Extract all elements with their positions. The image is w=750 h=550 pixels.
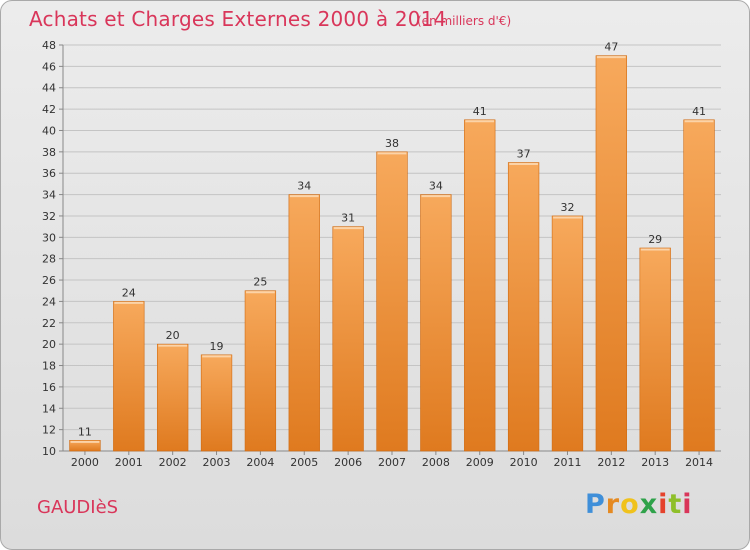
- bar-2006: [332, 226, 364, 452]
- bar-2003: [200, 354, 233, 452]
- chart-title: Achats et Charges Externes 2000 à 2014: [29, 7, 447, 31]
- bar-2013: [639, 247, 671, 452]
- y-tick-label: 18: [42, 360, 56, 373]
- y-tick-label: 32: [42, 210, 56, 223]
- bar-2008: [420, 194, 452, 452]
- x-tick-label-2008: 2008: [422, 456, 450, 469]
- data-label-2010: 37: [517, 148, 531, 161]
- bar-2007: [376, 151, 408, 452]
- data-label-2007: 38: [385, 137, 399, 150]
- y-tick-label: 28: [42, 253, 56, 266]
- data-label-2014: 41: [692, 105, 706, 118]
- x-tick-label-2011: 2011: [553, 456, 581, 469]
- x-tick-label-2013: 2013: [641, 456, 669, 469]
- x-tick-label-2003: 2003: [203, 456, 231, 469]
- data-label-2003: 19: [210, 340, 224, 353]
- data-label-2004: 25: [253, 276, 267, 289]
- y-tick-label: 38: [42, 146, 56, 159]
- bar-2002: [157, 343, 189, 452]
- bar-2004: [244, 290, 277, 452]
- data-labels: 11 24 20 19 25 34 31 38 34 41 37 32 47 29 41: [78, 41, 706, 439]
- y-tick-label: 14: [42, 402, 56, 415]
- y-tick-label: 30: [42, 231, 56, 244]
- logo-letter: o: [620, 489, 640, 520]
- data-label-2011: 32: [560, 201, 574, 214]
- bars: [69, 55, 715, 452]
- x-tick-label-2000: 2000: [71, 456, 99, 469]
- logo-letter: i: [682, 489, 693, 520]
- data-label-2005: 34: [297, 180, 311, 193]
- y-tick-label: 48: [42, 39, 56, 52]
- bar-2010: [507, 162, 540, 452]
- logo-letter: i: [658, 489, 669, 520]
- x-tick-label-2014: 2014: [685, 456, 713, 469]
- x-tick-label-2004: 2004: [246, 456, 274, 469]
- x-tick-label-2007: 2007: [378, 456, 406, 469]
- y-tick-label: 36: [42, 167, 56, 180]
- y-tick-label: 22: [42, 317, 56, 330]
- x-tick-label-2010: 2010: [510, 456, 538, 469]
- y-tick-label: 10: [42, 445, 56, 458]
- bar-2005: [288, 194, 320, 452]
- x-tick-label-2001: 2001: [115, 456, 143, 469]
- y-tick-label: 34: [42, 189, 56, 202]
- bar-2012: [595, 55, 627, 452]
- data-label-2012: 47: [604, 41, 618, 54]
- y-tick-label: 46: [42, 60, 56, 73]
- y-tick-label: 24: [42, 295, 56, 308]
- data-label-2002: 20: [166, 329, 180, 342]
- proxiti-logo: Proxiti: [585, 489, 693, 520]
- logo-letter: r: [605, 489, 621, 520]
- x-tick-label-2006: 2006: [334, 456, 362, 469]
- data-label-2006: 31: [341, 212, 355, 225]
- logo-letter: x: [639, 489, 659, 520]
- y-tick-label: 42: [42, 103, 56, 116]
- x-tick-label-2009: 2009: [466, 456, 494, 469]
- y-tick-label: 40: [42, 124, 56, 137]
- x-tick-label-2012: 2012: [597, 456, 625, 469]
- y-tick-label: 26: [42, 274, 56, 287]
- data-label-2013: 29: [648, 233, 662, 246]
- place-name: GAUDIèS: [37, 497, 119, 518]
- bar-2001: [113, 301, 145, 452]
- y-tick-label: 44: [42, 82, 56, 95]
- bar-2000: [69, 440, 101, 452]
- x-tick-label-2005: 2005: [290, 456, 318, 469]
- bar-2011: [551, 215, 584, 452]
- logo-letter: P: [585, 489, 606, 520]
- y-tick-label: 20: [42, 338, 56, 351]
- data-label-2009: 41: [473, 105, 487, 118]
- bar-2014: [683, 119, 715, 452]
- data-label-2008: 34: [429, 180, 443, 193]
- y-tick-label: 16: [42, 381, 56, 394]
- logo-letter: t: [668, 489, 683, 520]
- y-tick-label: 12: [42, 424, 56, 437]
- bar-2009: [464, 119, 496, 452]
- data-label-2000: 11: [78, 425, 92, 438]
- chart-subtitle: (en milliers d'€): [417, 14, 512, 28]
- x-tick-label-2002: 2002: [159, 456, 187, 469]
- data-label-2001: 24: [122, 286, 136, 299]
